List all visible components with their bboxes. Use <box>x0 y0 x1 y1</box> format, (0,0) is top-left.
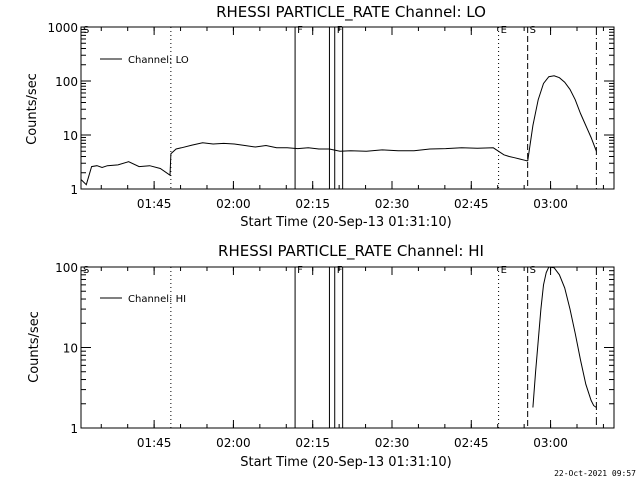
plot-frame-hi <box>80 266 615 429</box>
x-tick-label-hi: 02:30 <box>375 436 410 450</box>
legend-label-lo: Channel: LO <box>128 55 189 66</box>
x-tick-label-hi: 03:00 <box>533 436 568 450</box>
event-marker-label-hi: S <box>83 265 89 276</box>
x-tick-label-lo: 03:00 <box>533 197 568 211</box>
x-tick-label-hi: 02:15 <box>295 436 330 450</box>
series-line-lo <box>80 142 528 186</box>
y-tick-label-hi: 100 <box>55 261 78 275</box>
x-tick-label-lo: 02:00 <box>216 197 251 211</box>
x-tick-label-hi: 01:45 <box>137 436 172 450</box>
x-tick-label-hi: 02:00 <box>216 436 251 450</box>
x-tick-label-hi: 02:45 <box>454 436 489 450</box>
y-tick-label-lo: 1 <box>70 183 78 197</box>
legend-label-hi: Channel: HI <box>128 294 186 305</box>
event-marker-label-lo: E <box>501 25 507 36</box>
y-axis-label-hi: Counts/sec <box>27 311 42 383</box>
plot-frame-lo <box>80 26 615 190</box>
chart-title-hi: RHESSI PARTICLE_RATE Channel: HI <box>218 242 484 261</box>
series-line-lo <box>527 75 597 162</box>
event-marker-label-hi: S <box>530 265 536 276</box>
y-axis-label-lo: Counts/sec <box>25 73 40 145</box>
event-marker-label-lo: F <box>297 25 303 36</box>
timestamp: 22-Oct-2021 09:57 <box>554 469 636 478</box>
y-tick-label-lo: 10 <box>63 129 78 143</box>
event-marker-label-lo: S <box>530 25 536 36</box>
chart-title-lo: RHESSI PARTICLE_RATE Channel: LO <box>216 3 486 22</box>
y-tick-label-hi: 10 <box>63 342 78 356</box>
x-tick-label-lo: 01:45 <box>137 197 172 211</box>
event-marker-label-hi: F <box>297 265 303 276</box>
y-tick-label-lo: 1000 <box>47 21 78 35</box>
series-line-hi <box>532 266 597 408</box>
x-tick-label-lo: 02:15 <box>295 197 330 211</box>
x-axis-label-lo: Start Time (20-Sep-13 01:31:10) <box>240 215 451 230</box>
event-marker-label-lo: F <box>337 25 343 36</box>
x-tick-label-lo: 02:45 <box>454 197 489 211</box>
x-tick-label-lo: 02:30 <box>375 197 410 211</box>
event-marker-label-hi: E <box>501 265 507 276</box>
event-marker-label-hi: F <box>337 265 343 276</box>
event-marker-label-lo: S <box>83 25 89 36</box>
y-tick-label-lo: 100 <box>55 75 78 89</box>
x-axis-label-hi: Start Time (20-Sep-13 01:31:10) <box>240 455 451 470</box>
y-tick-label-hi: 1 <box>70 422 78 436</box>
